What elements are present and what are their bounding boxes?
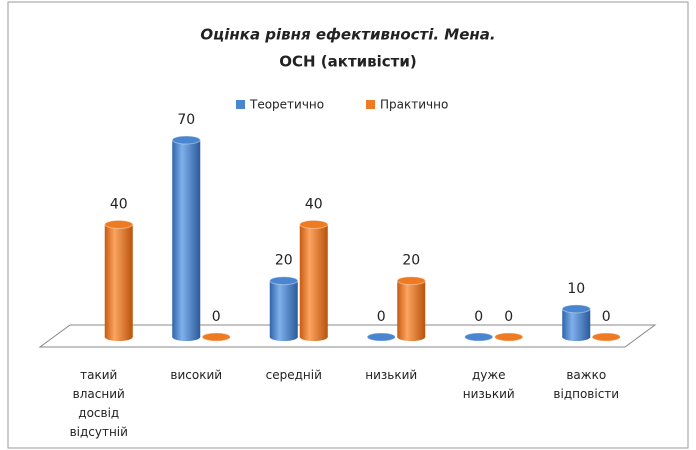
- bar: [396, 276, 426, 341]
- bar: [104, 219, 134, 341]
- legend-label: Теоретично: [249, 98, 324, 112]
- value-label: 0: [602, 309, 611, 325]
- value-label: 0: [504, 309, 513, 325]
- bar: [366, 332, 396, 342]
- bar: [299, 219, 329, 341]
- bar: [494, 332, 524, 342]
- value-label: 40: [305, 196, 323, 212]
- bar-part: [396, 276, 426, 286]
- x-tick-label: високий: [170, 368, 222, 382]
- bar-part: [269, 276, 299, 286]
- x-tick-label: дуже низький: [463, 368, 515, 401]
- value-label: 40: [110, 196, 128, 212]
- bar-part: [561, 304, 591, 314]
- bar: [201, 332, 231, 342]
- value-label: 70: [177, 112, 195, 128]
- bar-part: [366, 332, 396, 342]
- bar-part: [591, 332, 621, 342]
- bar-part: [299, 219, 329, 229]
- bar-part: [494, 332, 524, 342]
- bar: [171, 135, 201, 341]
- bar: [464, 332, 494, 342]
- value-label: 0: [212, 309, 221, 325]
- x-tick-label: важко відповісти: [553, 368, 619, 401]
- bar-part: [104, 224, 133, 337]
- bar: [561, 304, 591, 341]
- bar-part: [299, 224, 328, 337]
- value-label: 10: [567, 281, 585, 297]
- bar-part: [562, 308, 591, 337]
- x-tick-label: середній: [266, 368, 322, 382]
- bar-part: [464, 332, 494, 342]
- bar-part: [269, 280, 298, 337]
- legend-swatch: [366, 100, 375, 109]
- chart-subtitle: ОСН (активісти): [279, 53, 416, 71]
- bar-part: [172, 140, 201, 337]
- bar: [591, 332, 621, 342]
- bar-part: [397, 280, 426, 337]
- bar-part: [171, 135, 201, 145]
- bar-part: [104, 219, 134, 229]
- bar-part: [201, 332, 231, 342]
- x-tick-label: низький: [365, 368, 417, 382]
- chart-title: Оцінка рівня ефективності. Мена.: [200, 26, 495, 44]
- bar: [269, 276, 299, 341]
- legend-label: Практично: [380, 98, 448, 112]
- value-label: 20: [275, 253, 293, 269]
- value-label: 0: [377, 309, 386, 325]
- x-tick-label: такий власний досвід відсутній: [70, 368, 128, 439]
- value-label: 20: [402, 253, 420, 269]
- value-label: 0: [474, 309, 483, 325]
- legend-swatch: [236, 100, 245, 109]
